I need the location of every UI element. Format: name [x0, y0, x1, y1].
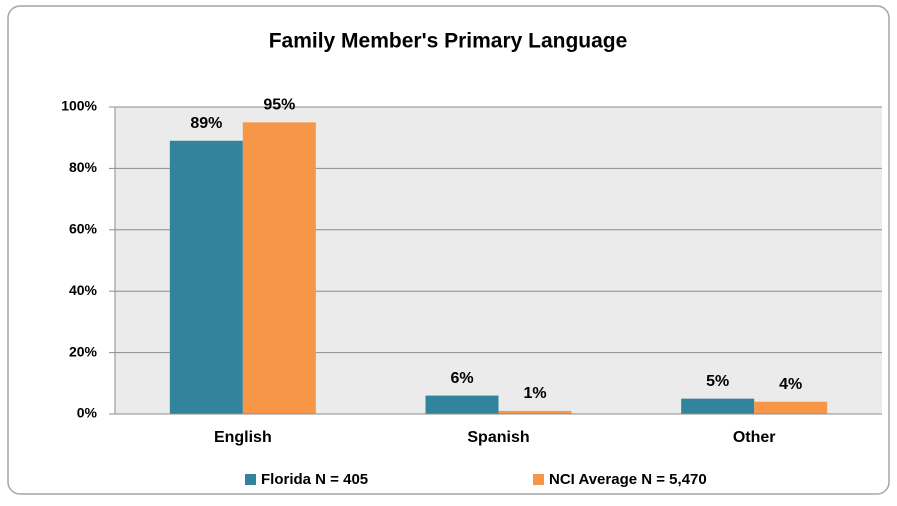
- bar: [754, 401, 828, 414]
- legend-label: Florida N = 405: [261, 471, 368, 488]
- data-label: 6%: [450, 370, 473, 387]
- data-label: 5%: [706, 373, 729, 390]
- bar: [498, 410, 572, 414]
- y-tick-label: 80%: [69, 159, 98, 175]
- data-label: 95%: [263, 97, 295, 114]
- y-tick-label: 0%: [77, 405, 98, 421]
- data-label: 89%: [190, 115, 222, 132]
- legend-label: NCI Average N = 5,470: [549, 471, 707, 488]
- y-tick-label: 60%: [69, 221, 98, 237]
- y-tick-label: 40%: [69, 282, 98, 298]
- chart-title: Family Member's Primary Language: [269, 30, 628, 53]
- x-tick-label: English: [214, 429, 272, 446]
- legend-swatch: [533, 474, 544, 485]
- data-label: 4%: [779, 376, 802, 393]
- legend-swatch: [245, 474, 256, 485]
- bar: [681, 398, 755, 414]
- bar: [242, 122, 316, 414]
- x-tick-label: Spanish: [467, 429, 529, 446]
- y-tick-label: 20%: [69, 343, 98, 359]
- data-label: 1%: [523, 385, 546, 402]
- y-tick-label: 100%: [61, 98, 97, 114]
- bar: [425, 395, 499, 414]
- bar: [169, 140, 243, 414]
- x-tick-label: Other: [733, 429, 776, 446]
